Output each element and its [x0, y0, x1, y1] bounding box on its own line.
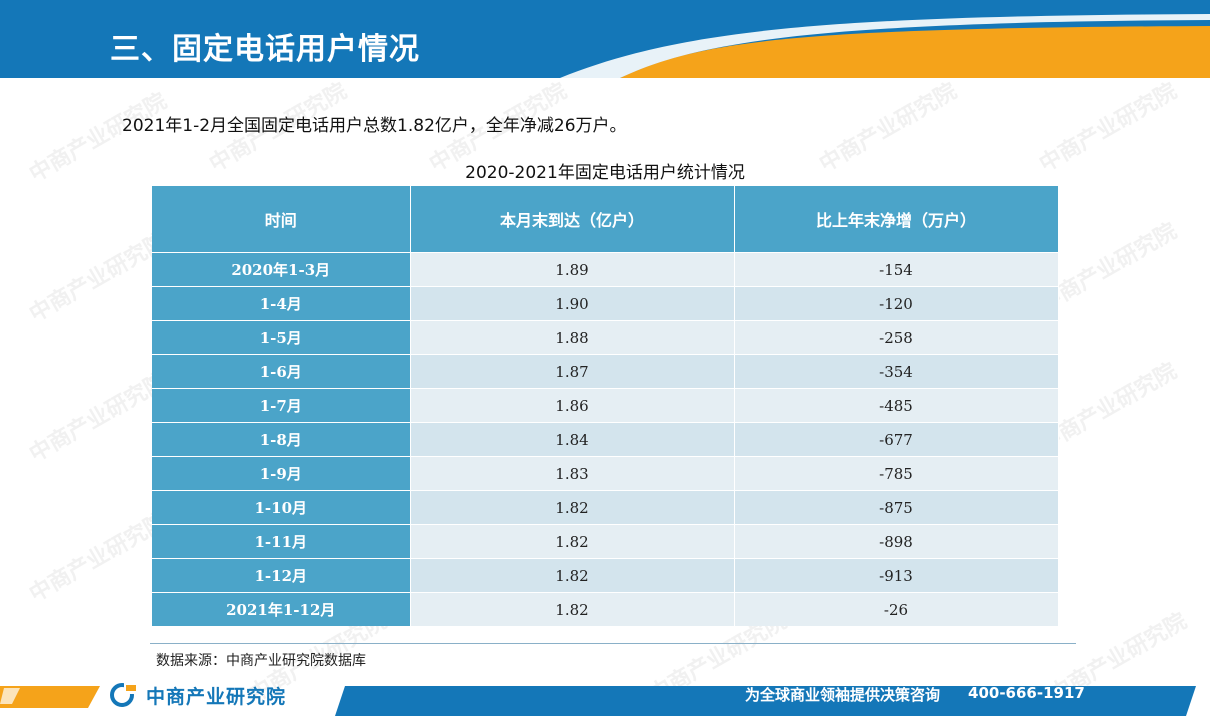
cell-month-end: 1.84: [410, 422, 735, 457]
table-row: 2020年1-3月 1.89 -154: [152, 252, 1059, 287]
cell-time: 1-11月: [152, 524, 411, 559]
table-header-row: 时间 本月末到达（亿户） 比上年末净增（万户）: [152, 186, 1059, 253]
page-title: 三、固定电话用户情况: [110, 32, 420, 67]
cell-net-change: -258: [734, 320, 1059, 355]
cell-net-change: -875: [734, 490, 1059, 525]
cell-month-end: 1.89: [410, 252, 735, 287]
source-divider: [150, 643, 1076, 644]
column-header-month-end: 本月末到达（亿户）: [410, 186, 735, 253]
cell-time: 2020年1-3月: [152, 252, 411, 287]
table-row: 1-12月 1.82 -913: [152, 558, 1059, 593]
cell-month-end: 1.90: [410, 286, 735, 321]
footer-orange-accent: [0, 686, 100, 708]
footer-bar: [335, 686, 1196, 716]
footer-logo-text: 中商产业研究院: [146, 685, 287, 708]
footer-slogan: 为全球商业领袖提供决策咨询: [745, 686, 941, 704]
cell-month-end: 1.82: [410, 558, 735, 593]
table-row: 1-7月 1.86 -485: [152, 388, 1059, 423]
cell-month-end: 1.83: [410, 456, 735, 491]
cell-time: 2021年1-12月: [152, 592, 411, 626]
cell-month-end: 1.82: [410, 490, 735, 525]
cell-net-change: -913: [734, 558, 1059, 593]
cell-net-change: -785: [734, 456, 1059, 491]
cell-month-end: 1.88: [410, 320, 735, 355]
table-row: 1-4月 1.90 -120: [152, 286, 1059, 321]
cell-time: 1-4月: [152, 286, 411, 321]
summary-text: 2021年1-2月全国固定电话用户总数1.82亿户，全年净减26万户。: [122, 116, 627, 136]
cell-month-end: 1.86: [410, 388, 735, 423]
footer-phone: 400-666-1917: [968, 684, 1085, 702]
cell-net-change: -485: [734, 388, 1059, 423]
table-row: 1-6月 1.87 -354: [152, 354, 1059, 389]
table-row: 2021年1-12月 1.82 -26: [152, 592, 1059, 626]
table-row: 1-9月 1.83 -785: [152, 456, 1059, 491]
footer-logo: 中商产业研究院: [110, 682, 286, 708]
cell-time: 1-10月: [152, 490, 411, 525]
cell-month-end: 1.87: [410, 354, 735, 389]
table-row: 1-5月 1.88 -258: [152, 320, 1059, 355]
cell-net-change: -354: [734, 354, 1059, 389]
company-logo-icon: [110, 683, 140, 707]
column-header-net-change: 比上年末净增（万户）: [734, 186, 1059, 253]
cell-net-change: -26: [734, 592, 1059, 626]
footer-contact: 为全球商业领袖提供决策咨询 400-666-1917: [745, 684, 1085, 705]
table-row: 1-10月 1.82 -875: [152, 490, 1059, 525]
cell-time: 1-12月: [152, 558, 411, 593]
cell-net-change: -120: [734, 286, 1059, 321]
data-source-note: 数据来源：中商产业研究院数据库: [156, 653, 366, 669]
header-banner: 三、固定电话用户情况: [0, 0, 1210, 78]
cell-time: 1-9月: [152, 456, 411, 491]
column-header-time: 时间: [152, 186, 411, 253]
table-row: 1-8月 1.84 -677: [152, 422, 1059, 457]
cell-time: 1-6月: [152, 354, 411, 389]
cell-time: 1-8月: [152, 422, 411, 457]
cell-time: 1-7月: [152, 388, 411, 423]
cell-net-change: -898: [734, 524, 1059, 559]
cell-month-end: 1.82: [410, 524, 735, 559]
table-title: 2020-2021年固定电话用户统计情况: [465, 163, 745, 183]
cell-net-change: -154: [734, 252, 1059, 287]
data-table: 时间 本月末到达（亿户） 比上年末净增（万户） 2020年1-3月 1.89 -…: [152, 186, 1059, 626]
cell-net-change: -677: [734, 422, 1059, 457]
cell-time: 1-5月: [152, 320, 411, 355]
header-swoosh-shape: [560, 14, 1210, 78]
table-row: 1-11月 1.82 -898: [152, 524, 1059, 559]
cell-month-end: 1.82: [410, 592, 735, 626]
